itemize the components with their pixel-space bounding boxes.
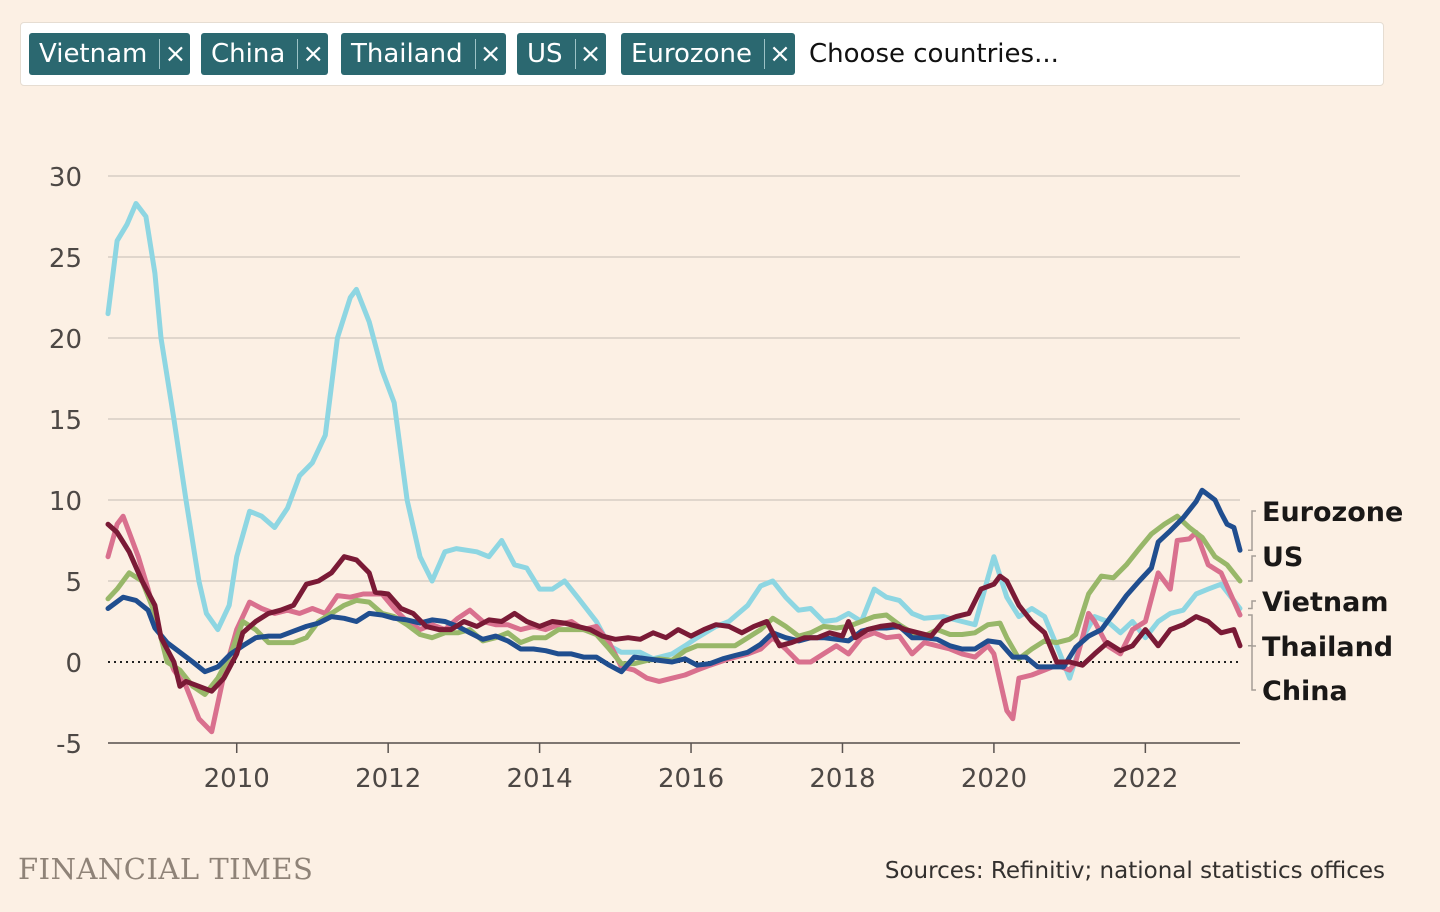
label-connector	[1248, 614, 1256, 691]
chip-eurozone[interactable]: Eurozone ×	[621, 33, 795, 75]
series-line-us	[105, 513, 1243, 697]
source-note: Sources: Refinitiv; national statistics …	[884, 858, 1385, 884]
chip-china[interactable]: China ×	[201, 33, 329, 75]
chip-label: US	[527, 39, 563, 69]
close-icon[interactable]: ×	[164, 39, 187, 69]
x-tick-label: 2014	[507, 764, 573, 794]
label-connector	[1248, 600, 1256, 610]
y-tick-label: 5	[65, 568, 82, 598]
series-end-label: China	[1262, 676, 1348, 707]
chip-thailand[interactable]: Thailand ×	[341, 33, 506, 75]
chip-us[interactable]: US ×	[517, 33, 606, 75]
y-tick-label: 15	[49, 406, 82, 436]
x-tick-label: 2010	[204, 764, 270, 794]
chip-divider	[474, 39, 476, 69]
close-icon[interactable]: ×	[579, 39, 602, 69]
y-tick-label: 25	[49, 244, 82, 274]
y-tick-label: 20	[49, 325, 82, 355]
country-search-input[interactable]: Choose countries...	[809, 39, 1059, 69]
close-icon[interactable]: ×	[479, 39, 502, 69]
series-line-china	[105, 513, 1243, 735]
inflation-line-chart: 30 25 20 15 10 5 0 -5 2010 2012 2014 2016 2018 2020 20…	[49, 163, 1403, 794]
series-end-label: Vietnam	[1262, 587, 1388, 618]
x-tick-label: 2022	[1112, 764, 1178, 794]
series-line-vietnam	[105, 201, 1243, 681]
chip-label: Thailand	[351, 39, 463, 69]
close-icon[interactable]: ×	[769, 39, 791, 69]
chip-divider	[763, 39, 765, 69]
label-connector	[1248, 510, 1256, 551]
x-tick-label: 2016	[658, 764, 724, 794]
series-end-label: Eurozone	[1262, 497, 1403, 528]
chip-divider	[159, 39, 161, 69]
country-selector[interactable]: Vietnam × China × Thailand × US × Eurozo…	[20, 22, 1384, 86]
series-line-thailand	[105, 521, 1243, 694]
y-tick-label: -5	[56, 730, 82, 760]
chip-divider	[297, 39, 299, 69]
chip-label: Vietnam	[39, 39, 148, 69]
chip-label: Eurozone	[631, 39, 752, 69]
y-tick-label: 30	[49, 163, 82, 193]
x-tick-label: 2020	[961, 764, 1027, 794]
chip-divider	[574, 39, 576, 69]
series-end-label: Thailand	[1262, 632, 1393, 663]
x-tick-label: 2012	[355, 764, 421, 794]
x-tick-label: 2018	[809, 764, 875, 794]
series-end-label: US	[1262, 542, 1303, 573]
chip-label: China	[211, 39, 286, 69]
chip-vietnam[interactable]: Vietnam ×	[29, 33, 191, 75]
series-line-eurozone	[105, 487, 1243, 675]
close-icon[interactable]: ×	[302, 39, 325, 69]
brand-logo: FINANCIAL TIMES	[18, 852, 314, 886]
y-tick-label: 10	[49, 487, 82, 517]
label-connector	[1248, 555, 1256, 582]
y-tick-label: 0	[65, 649, 82, 679]
